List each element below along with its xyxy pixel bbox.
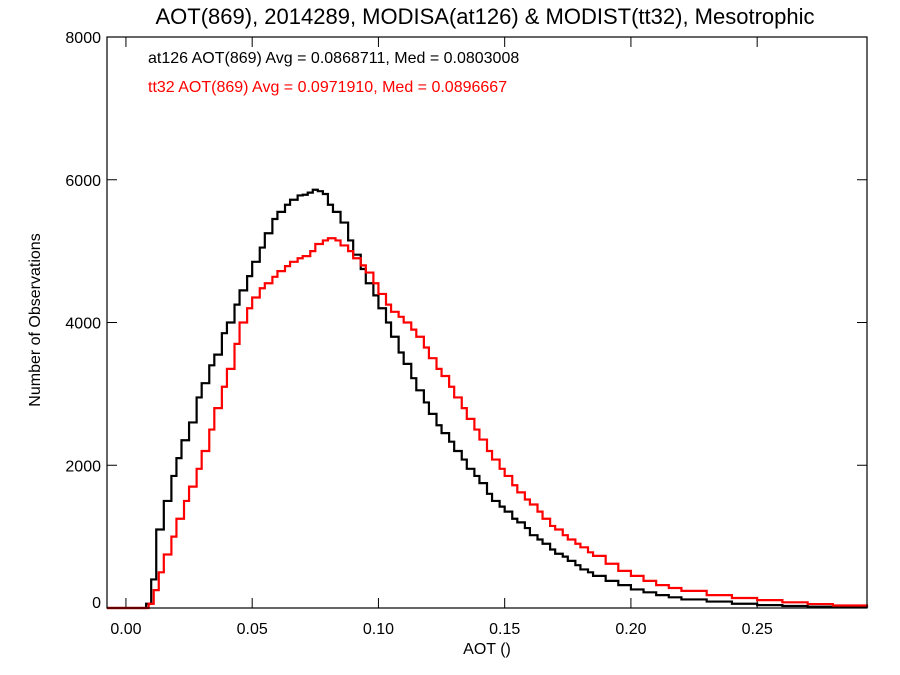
y-axis-label: Number of Observations	[27, 233, 44, 406]
series-layer	[107, 188, 869, 610]
y-tick-label: 8000	[65, 30, 101, 47]
plot-frame	[106, 36, 868, 609]
x-axis-label: AOT ()	[463, 641, 511, 658]
x-axis: 0.00 0.05 0.10 0.15 0.20 0.25	[110, 37, 773, 638]
y-axis: 0 2000 4000 6000 8000	[65, 30, 867, 612]
chart-title: AOT(869), 2014289, MODISA(at126) & MODIS…	[155, 4, 814, 29]
y-tick-label: 6000	[65, 173, 101, 190]
x-tick-label: 0.20	[615, 621, 646, 638]
x-tick-label: 0.10	[363, 621, 394, 638]
legend-entry-at126: at126 AOT(869) Avg = 0.0868711, Med = 0.…	[148, 50, 519, 67]
y-tick-label: 0	[92, 595, 101, 612]
series-at126-line	[107, 188, 869, 610]
y-tick-label: 2000	[65, 458, 101, 475]
series-tt32-line	[107, 237, 869, 610]
legend-entry-tt32: tt32 AOT(869) Avg = 0.0971910, Med = 0.0…	[148, 79, 507, 96]
x-tick-label: 0.05	[237, 621, 268, 638]
x-tick-label: 0.00	[110, 621, 141, 638]
x-tick-label: 0.25	[742, 621, 773, 638]
y-tick-label: 4000	[65, 316, 101, 333]
x-tick-label: 0.15	[489, 621, 520, 638]
